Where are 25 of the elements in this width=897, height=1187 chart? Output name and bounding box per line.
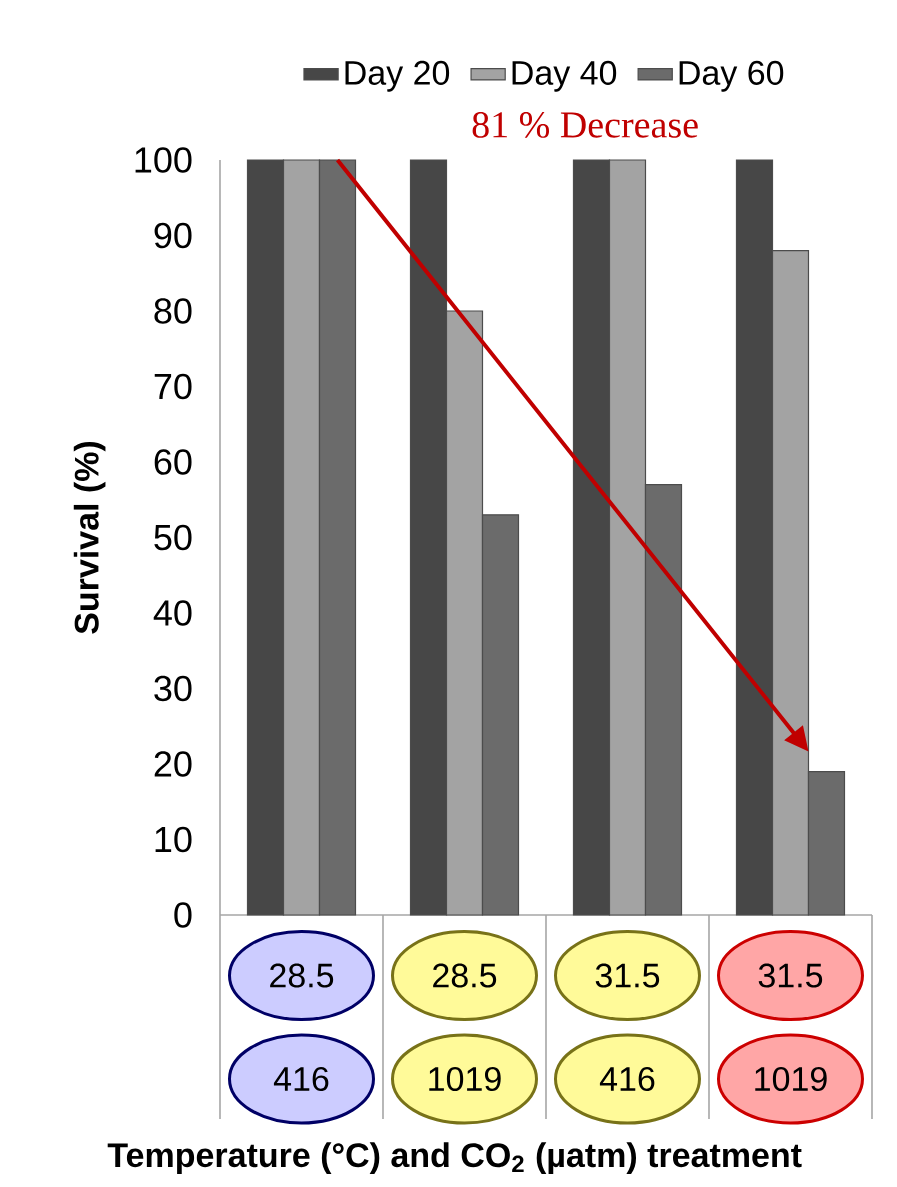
x-axis-title: Temperature (°C) and CO$_{2}$ (µatm) treatment xyxy=(107,1142,802,1174)
x-tick-label: 28.5 xyxy=(270,963,334,988)
x-tick-label: 31.5 xyxy=(758,963,823,988)
y-tick-label: 100 xyxy=(135,147,192,173)
legend-label: Day 20 xyxy=(345,60,450,92)
text: 1019 xyxy=(755,1066,827,1092)
y-tick-label: 90 xyxy=(154,222,192,249)
y-tick-label: 30 xyxy=(154,675,192,702)
y-axis-title: Survival (%) xyxy=(73,441,106,634)
text: 81 % Decrease xyxy=(472,112,698,138)
text: 1019 xyxy=(429,1066,501,1092)
y-tick-label: 10 xyxy=(155,826,192,853)
legend-label: Day 60 xyxy=(679,60,784,92)
y-tick-label: 70 xyxy=(154,373,192,400)
y-tick-label: 50 xyxy=(154,524,192,551)
y-tick-label: 20 xyxy=(154,751,192,777)
y-tick-label: 0 xyxy=(174,902,192,928)
y-tick-label: 40 xyxy=(153,600,192,626)
x-tick-label: 31.5 xyxy=(595,963,660,988)
x-tick-label: 28.5 xyxy=(433,963,497,988)
y-tick-label: 80 xyxy=(154,298,192,324)
legend-label: Day 40 xyxy=(512,60,617,92)
text: 416 xyxy=(599,1066,655,1092)
y-tick-label: 60 xyxy=(154,449,192,475)
text: 416 xyxy=(273,1066,329,1092)
